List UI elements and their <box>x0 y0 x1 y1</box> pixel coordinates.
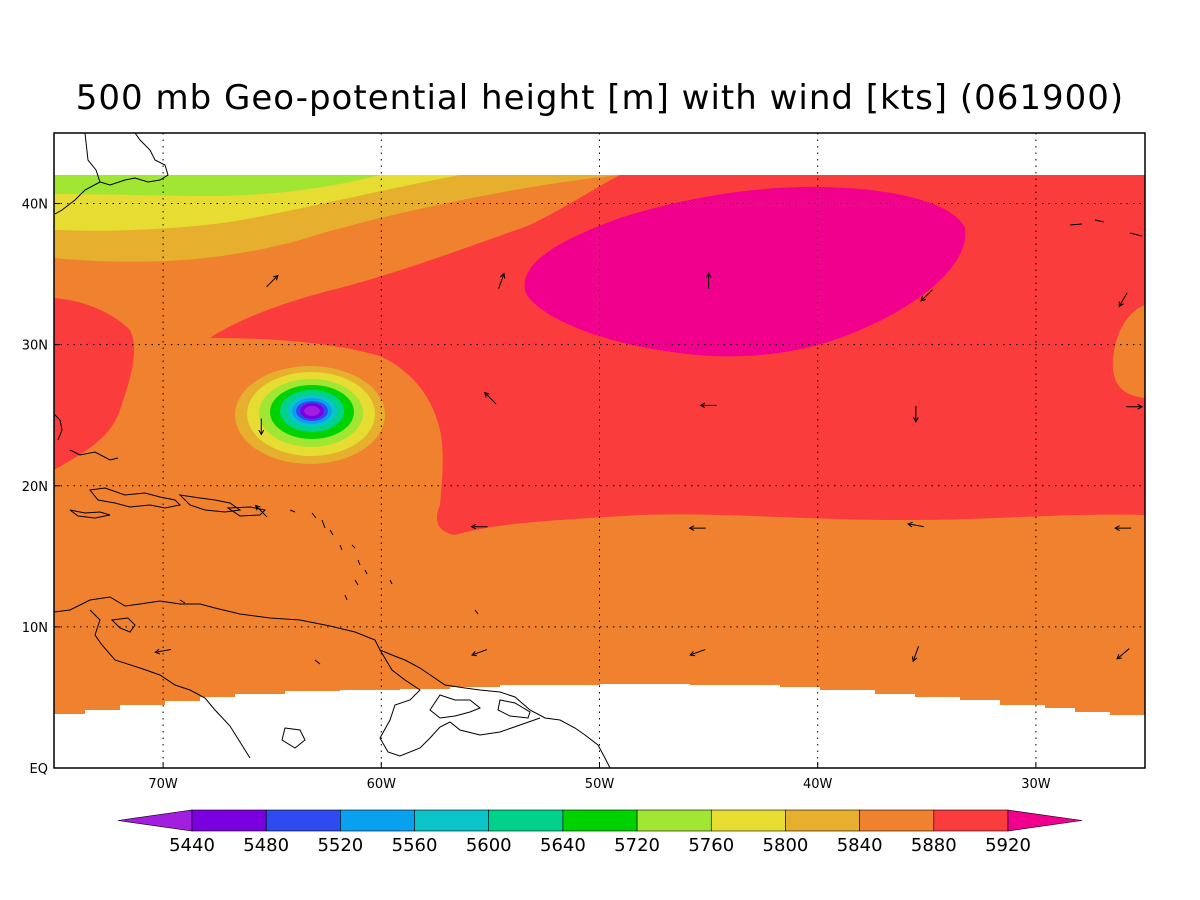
colorbar-level-label: 5800 <box>763 835 809 856</box>
wind-arrow <box>688 525 706 531</box>
wind-arrow <box>1118 292 1128 308</box>
level-5880-east-inlet <box>1112 305 1145 398</box>
x-tick-label: 70W <box>148 777 178 792</box>
wind-arrow <box>498 272 506 289</box>
axis-ticks: 70W 60W 50W 40W 30W EQ 10N 20N 30N 40N <box>22 198 1051 792</box>
coastlines <box>54 133 1143 768</box>
cutoff-low <box>235 366 385 464</box>
colorbar-level-label: 5840 <box>837 835 883 856</box>
y-tick-label: 40N <box>22 198 48 213</box>
colorbar-level-label: 5880 <box>911 835 957 856</box>
colorbar-level-label: 5920 <box>985 835 1031 856</box>
colorbar-level-label: 5480 <box>243 835 289 856</box>
level-5760-region <box>54 175 380 196</box>
colorbar-level-label: 5520 <box>317 835 363 856</box>
x-tick-label: 50W <box>585 777 615 792</box>
colorbar-swatch <box>265 809 341 832</box>
x-tick-label: 40W <box>803 777 833 792</box>
wind-arrow <box>470 649 488 657</box>
colorbar-swatch <box>710 809 786 832</box>
colorbar-swatch <box>488 809 564 832</box>
level-high-center <box>524 186 966 357</box>
wind-arrow <box>699 402 717 409</box>
colorbar-swatch <box>340 809 415 832</box>
colorbar-level-label: 5560 <box>392 835 438 856</box>
wind-arrow <box>920 289 933 302</box>
colorbar-level-label: 5720 <box>614 835 660 856</box>
y-tick-label: EQ <box>30 762 48 777</box>
level-5920-region-west <box>54 298 135 470</box>
y-tick-label: 20N <box>22 480 48 495</box>
wind-arrow <box>254 504 268 518</box>
colorbar-min-triangle <box>117 809 193 832</box>
map-title: 500 mb Geo-potential height [m] with win… <box>75 78 1125 118</box>
wind-arrow <box>154 648 172 655</box>
colorbar-max-triangle <box>1007 809 1083 832</box>
wind-arrow <box>906 521 924 528</box>
colorbar-level-label: 5440 <box>169 835 215 856</box>
wind-arrow <box>1116 648 1130 660</box>
colorbar-swatch <box>785 809 860 832</box>
colorbar-swatch <box>191 809 267 832</box>
y-tick-label: 10N <box>22 621 48 636</box>
wind-arrow <box>258 418 265 436</box>
wind-arrow <box>266 274 279 288</box>
colorbar: 5440 5480 5520 5560 5600 5640 5720 5760 5800 5840… <box>117 809 1083 856</box>
colorbar-level-label: 5640 <box>540 835 586 856</box>
x-tick-label: 30W <box>1021 777 1051 792</box>
wind-arrow <box>484 391 497 405</box>
wind-arrow <box>911 646 920 663</box>
colorbar-swatch <box>859 809 935 832</box>
colorbar-swatch <box>636 809 712 832</box>
x-tick-label: 60W <box>367 777 397 792</box>
colorbar-swatch <box>414 809 490 832</box>
y-tick-label: 30N <box>22 339 48 354</box>
colorbar-swatch <box>933 809 1009 832</box>
wind-arrow <box>705 272 712 290</box>
wind-arrow <box>470 523 488 530</box>
wind-arrow <box>1126 403 1144 410</box>
wind-arrow <box>689 649 706 657</box>
colorbar-level-label: 5760 <box>688 835 734 856</box>
wind-arrow <box>913 405 919 423</box>
colorbar-level-label: 5600 <box>466 835 512 856</box>
colorbar-swatch <box>562 809 638 832</box>
wind-arrow <box>1114 525 1132 531</box>
wind-vectors <box>154 272 1144 663</box>
